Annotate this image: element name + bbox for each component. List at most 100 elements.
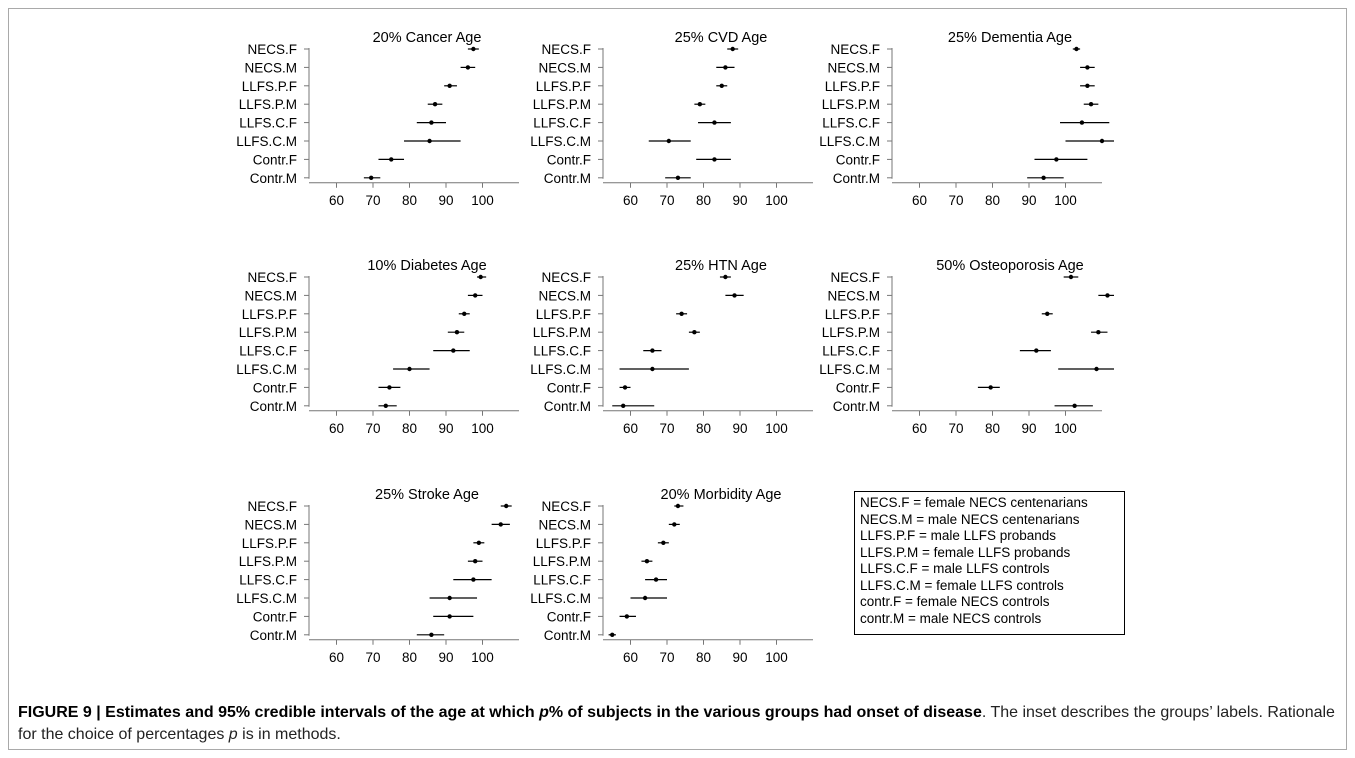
estimate-point [712,120,717,125]
category-label: LLFS.P.M [533,325,591,340]
estimate-point [719,83,724,89]
category-label: LLFS.C.M [236,134,297,149]
category-label: LLFS.P.F [242,307,297,322]
estimate-point [498,522,503,527]
category-label: LLFS.C.F [533,344,591,359]
estimate-point [723,274,728,280]
x-tick-label: 90 [438,650,453,665]
estimate-point [1054,157,1059,162]
category-label: NECS.F [541,499,591,514]
estimate-point [610,632,615,637]
panel-title: 50% Osteoporosis Age [936,258,1084,274]
x-tick-label: 60 [623,650,638,665]
estimate-point [471,577,476,582]
x-tick-label: 70 [948,193,963,208]
estimate-point [451,348,456,353]
category-label: Contr.M [250,171,297,186]
category-label: LLFS.C.F [822,344,880,359]
figure-caption: FIGURE 9 | Estimates and 95% credible in… [18,702,1343,746]
category-label: LLFS.C.F [239,344,297,359]
estimate-point [730,46,735,52]
x-tick-label: 80 [696,650,711,665]
estimate-point [473,559,478,564]
x-tick-label: 70 [948,421,963,436]
estimate-point [447,595,452,601]
category-label: LLFS.C.M [819,134,880,149]
estimate-point [427,138,432,144]
x-tick-label: 60 [623,193,638,208]
category-label: LLFS.P.F [536,307,591,322]
category-label: Contr.M [250,628,297,643]
x-tick-label: 80 [696,421,711,436]
x-tick-label: 90 [732,421,747,436]
legend-entry: LLFS.P.M = female LLFS probands [860,544,1071,560]
estimate-point [1088,102,1094,107]
caption-bold-b: % of subjects in the various groups had … [548,704,982,721]
category-label: LLFS.C.M [819,362,880,377]
category-label: LLFS.C.M [530,134,591,149]
x-tick-label: 60 [329,650,344,665]
category-label: NECS.F [830,42,880,57]
legend-entry: NECS.F = female NECS centenarians [860,495,1088,510]
x-tick-label: 60 [912,421,927,436]
legend-inset: NECS.F = female NECS centenarians NECS.M… [854,491,1125,635]
panel-title: 10% Diabetes Age [367,258,486,274]
category-label: Contr.M [250,399,297,414]
x-tick-label: 100 [1054,421,1077,436]
legend-entry: LLFS.C.F = male LLFS controls [860,561,1050,576]
category-label: NECS.M [244,288,297,303]
category-label: Contr.M [833,171,880,186]
category-label: LLFS.P.F [825,307,880,322]
estimate-point [1072,403,1077,408]
estimate-point [429,120,434,125]
category-label: LLFS.P.M [239,554,297,569]
category-label: NECS.M [538,517,591,532]
x-tick-label: 90 [1021,193,1036,208]
category-label: LLFS.C.F [533,116,591,131]
estimate-point [697,102,703,107]
x-tick-label: 90 [732,193,747,208]
caption-bold-a: FIGURE 9 | Estimates and 95% credible in… [18,704,540,721]
category-label: Contr.F [253,609,297,624]
estimate-point [621,403,626,408]
panel-title: 25% CVD Age [675,30,768,46]
x-tick-label: 90 [1021,421,1036,436]
figure-frame [8,8,1347,750]
caption-bold-p: p [539,704,549,721]
category-label: LLFS.C.M [530,362,591,377]
x-tick-label: 70 [365,421,380,436]
category-label: Contr.M [544,628,591,643]
estimate-point [1041,175,1046,180]
category-label: LLFS.P.M [822,97,880,112]
x-tick-label: 100 [471,421,494,436]
category-label: Contr.M [544,399,591,414]
estimate-point [675,503,681,509]
estimate-point [447,614,452,619]
category-label: NECS.F [247,499,297,514]
category-label: NECS.F [247,42,297,57]
estimate-point [1105,293,1110,298]
estimate-point [465,65,471,70]
estimate-point [988,385,993,390]
x-tick-label: 90 [438,421,453,436]
category-label: LLFS.P.M [533,554,591,569]
estimate-point [471,46,476,52]
category-label: Contr.F [836,152,880,167]
category-label: Contr.M [544,171,591,186]
category-label: LLFS.P.F [825,79,880,94]
category-label: LLFS.P.M [239,97,297,112]
x-tick-label: 90 [732,650,747,665]
category-label: Contr.F [547,152,591,167]
x-tick-label: 100 [765,650,788,665]
category-label: Contr.F [253,380,297,395]
panel-title: 20% Morbidity Age [661,487,782,503]
estimate-point [1099,138,1105,144]
x-tick-label: 80 [402,650,417,665]
x-tick-label: 70 [659,193,674,208]
estimate-point [723,65,728,70]
category-label: Contr.F [836,380,880,395]
estimate-point [1079,120,1085,125]
estimate-point [454,330,460,335]
category-label: LLFS.C.M [236,591,297,606]
category-label: NECS.M [244,517,297,532]
